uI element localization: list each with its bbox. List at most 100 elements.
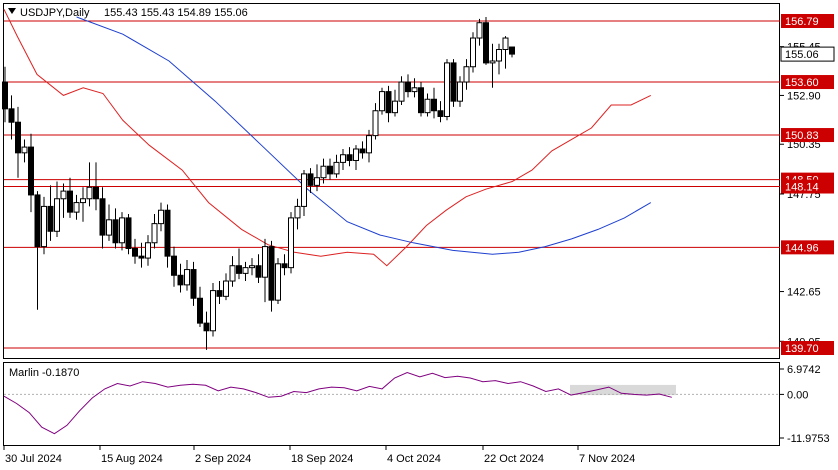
candle — [203, 311, 210, 350]
candle — [125, 214, 132, 255]
candle-body — [437, 110, 444, 117]
candle — [470, 32, 476, 73]
candle-body — [41, 205, 47, 248]
candle — [444, 59, 450, 121]
candle-body — [379, 91, 385, 112]
candle — [418, 82, 424, 117]
candle-body — [151, 223, 158, 244]
candle — [437, 101, 444, 123]
candle-body — [8, 108, 15, 123]
candle — [314, 164, 320, 192]
time-tick-label: 2 Sep 2024 — [195, 453, 251, 465]
candle-body — [496, 49, 502, 62]
candle — [281, 254, 288, 276]
candle — [366, 129, 372, 163]
level-price-label: 153.60 — [785, 77, 819, 89]
candle — [164, 204, 171, 268]
candle-body — [346, 154, 353, 161]
candle-body — [54, 198, 60, 232]
candle-body — [164, 209, 171, 257]
candle — [242, 261, 249, 282]
candle — [210, 282, 216, 337]
time-axis: 30 Jul 2024 15 Aug 2024 2 Sep 2024 18 Sep 2… — [3, 446, 635, 465]
oscillator-tick-label: 0.00 — [787, 389, 808, 401]
candle-body — [489, 60, 496, 64]
candle-body — [470, 37, 476, 68]
level-price-label: 144.96 — [785, 242, 819, 254]
candle-body — [236, 265, 242, 274]
level-price-box — [781, 341, 834, 355]
candle-body — [314, 177, 320, 186]
candle-body — [112, 219, 119, 244]
candle-body — [288, 217, 294, 269]
candle-body — [392, 100, 398, 114]
candle-body — [431, 98, 437, 112]
candle-body — [463, 66, 470, 83]
candle-body — [21, 146, 28, 154]
candle-body — [190, 269, 197, 299]
candle-body — [93, 186, 99, 200]
candle-body — [197, 297, 203, 324]
candle-body — [177, 274, 184, 286]
oscillator-highlight — [570, 384, 676, 396]
candle — [450, 59, 457, 107]
level-price-label: 150.83 — [785, 130, 819, 142]
candle — [307, 168, 314, 194]
candle-body — [294, 205, 301, 219]
time-tick-label: 15 Aug 2024 — [101, 453, 163, 465]
candle — [93, 162, 99, 211]
candle — [301, 170, 307, 216]
candle — [483, 16, 489, 65]
level-price-label: 139.70 — [785, 343, 819, 355]
candle — [54, 181, 60, 238]
candle — [333, 154, 340, 178]
candle — [431, 87, 437, 119]
candle-body — [132, 248, 138, 257]
candle-body — [366, 135, 372, 154]
candle — [294, 198, 301, 230]
candle-body — [249, 265, 255, 269]
candle-body — [340, 154, 346, 163]
candle — [509, 46, 515, 58]
candle — [424, 93, 431, 117]
candle — [288, 212, 294, 274]
candle-body — [333, 161, 340, 175]
candle — [73, 194, 80, 220]
candle — [106, 204, 112, 241]
candle-body — [359, 148, 366, 154]
candle — [236, 248, 242, 280]
candle-body — [171, 255, 177, 276]
candle-body — [411, 87, 418, 93]
candle — [177, 263, 184, 293]
dropdown-triangle-icon[interactable] — [8, 8, 16, 14]
candle — [340, 149, 346, 171]
candle — [132, 238, 138, 264]
candle-body — [80, 198, 86, 204]
candle — [476, 18, 483, 46]
candle — [457, 76, 463, 107]
candle-body — [444, 62, 450, 117]
candle-body — [502, 37, 509, 51]
candle-body — [229, 265, 236, 282]
candle — [2, 66, 8, 123]
candle — [385, 85, 392, 123]
candle-body — [125, 217, 132, 250]
candle-body — [255, 265, 262, 278]
ma-slow-line — [76, 16, 652, 255]
candle — [28, 133, 34, 213]
candle-body — [398, 81, 405, 102]
price-tick-label: 152.90 — [787, 90, 821, 102]
candle — [275, 258, 281, 304]
price-tick-label: 142.65 — [787, 287, 821, 299]
oscillator-tick-label: -11.9753 — [787, 433, 830, 445]
candle — [229, 256, 236, 287]
candle — [249, 258, 255, 276]
candle — [47, 185, 54, 241]
candle — [372, 103, 379, 140]
candle — [411, 78, 418, 98]
candle — [8, 95, 15, 140]
level-price-box — [781, 75, 834, 90]
time-tick-label: 7 Nov 2024 — [579, 453, 635, 465]
candle — [379, 87, 385, 115]
